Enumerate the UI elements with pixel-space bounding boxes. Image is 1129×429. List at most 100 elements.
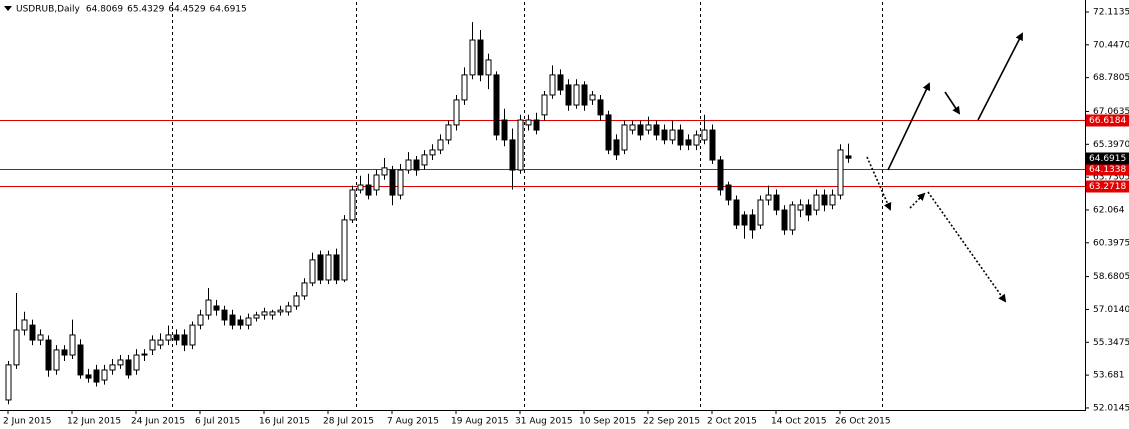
candle-body (245, 317, 252, 326)
candle-body (429, 149, 436, 156)
candle-body (69, 334, 76, 356)
header-high: 65.4329 (127, 5, 164, 15)
candle-body (133, 354, 140, 371)
candle-body (501, 119, 508, 141)
candle-body (789, 204, 796, 231)
x-tick-label: 2 Oct 2015 (707, 417, 757, 427)
y-tick-label: 57.0140 (1093, 305, 1129, 315)
candle-body (5, 364, 12, 401)
candle-body (613, 139, 620, 156)
candle-body (557, 74, 564, 91)
candle-body (405, 159, 412, 171)
candle-body (373, 174, 380, 191)
candle-body (141, 353, 148, 356)
axis-labels: 72.1135 70.4470 68.7805 67.0635 65.3970 63.73… (3, 7, 1129, 427)
candle-body (13, 329, 20, 366)
x-tick-label: 24 Jun 2015 (131, 417, 185, 427)
candle-body (229, 314, 236, 326)
candle-body (45, 339, 52, 371)
level-label-bg (1086, 163, 1129, 176)
y-tick-label: 53.681 (1093, 371, 1125, 381)
last-price-label: 64.6915 (1089, 154, 1126, 164)
candle-body (325, 254, 332, 281)
y-tick-label: 63.7305 (1093, 173, 1129, 183)
candle-body (829, 194, 836, 206)
candle-body (189, 324, 196, 346)
candle-body (533, 119, 540, 131)
candle-body (301, 282, 308, 297)
candle-body (725, 184, 732, 201)
candle-body (165, 334, 172, 341)
candle-body (61, 349, 68, 356)
candle-body (261, 311, 268, 316)
candle-body (629, 124, 636, 131)
y-tick-label: 62.064 (1093, 205, 1125, 215)
candle-body (349, 189, 356, 221)
level-label: 66.6184 (1089, 116, 1126, 126)
candle-body (365, 184, 372, 196)
candle-body (197, 314, 204, 326)
candle-body (53, 349, 60, 371)
hlines (0, 120, 1085, 187)
candle-body (413, 159, 420, 171)
x-tick-label: 7 Aug 2015 (387, 417, 439, 427)
candle-body (381, 167, 388, 176)
candle-body (277, 309, 284, 313)
header-low: 64.4529 (168, 5, 205, 15)
y-tick-label: 72.1135 (1093, 7, 1129, 17)
candle-body (157, 339, 164, 346)
last-price-bg (1086, 152, 1129, 165)
candle-body (565, 84, 572, 106)
x-tick-label: 22 Sep 2015 (643, 417, 700, 427)
y-tick-label: 52.0145 (1093, 403, 1129, 413)
candle-body (181, 334, 188, 346)
candle-body (709, 129, 716, 161)
candle-body (469, 39, 476, 76)
candle-body (669, 129, 676, 141)
candle-body (37, 334, 44, 341)
candle-body (101, 369, 108, 381)
level-label-bg (1086, 180, 1129, 193)
candle-body (253, 314, 260, 319)
y-tick-label: 67.0635 (1093, 107, 1129, 117)
dotted-arrow (909, 192, 926, 209)
level-label: 64.1338 (1089, 165, 1126, 175)
candle-body (269, 311, 276, 316)
candle-body (437, 139, 444, 151)
candle-body (309, 259, 316, 284)
candle-body (733, 199, 740, 226)
candle-body (237, 319, 244, 326)
candle-body (805, 204, 812, 216)
candle-body (149, 339, 156, 351)
x-tick-label: 6 Jul 2015 (195, 417, 240, 427)
x-tick-label: 26 Oct 2015 (835, 417, 891, 427)
y-tick-label: 65.3970 (1093, 140, 1129, 150)
candle-body (621, 124, 628, 151)
candle-body (781, 209, 788, 231)
candle-body (77, 344, 84, 376)
candle-body (509, 139, 516, 171)
candle-body (461, 74, 468, 101)
y-tick-label: 70.4470 (1093, 40, 1129, 50)
menu-triangle (4, 6, 12, 11)
dotted-arrow (866, 156, 892, 211)
x-tick-label: 28 Jul 2015 (323, 417, 374, 427)
x-tick-label: 16 Jul 2015 (259, 417, 310, 427)
candle-body (485, 59, 492, 76)
candle-body (213, 305, 220, 311)
candle-body (445, 124, 452, 141)
candle-body (821, 194, 828, 206)
candle-body (333, 254, 340, 281)
candle-body (581, 84, 588, 106)
candle-body (357, 184, 364, 191)
candle-body (837, 149, 844, 196)
candle-body (93, 369, 100, 383)
header-open: 64.8069 (86, 5, 123, 15)
x-tick-label: 19 Aug 2015 (451, 417, 509, 427)
candle-body (109, 364, 116, 371)
candle-body (173, 334, 180, 341)
candle-body (605, 114, 612, 151)
candle-body (685, 139, 692, 146)
